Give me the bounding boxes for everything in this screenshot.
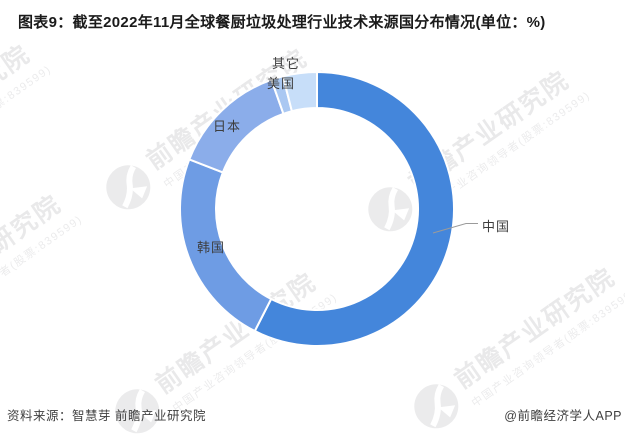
credit-note: @前瞻经济学人APP [504,409,622,423]
label-china: 中国 [482,219,511,234]
leader-line-china [432,223,478,234]
label-japan: 日本 [213,119,242,134]
donut-segment-korea [179,158,273,333]
chart-title: 图表9：截至2022年11月全球餐厨垃圾处理行业技术来源国分布情况(单位：%) [18,14,546,31]
label-other: 其它 [272,56,301,71]
label-korea: 韩国 [197,240,226,255]
donut-segment-other [281,70,318,113]
source-note: 资料来源：智慧芽 前瞻产业研究院 [7,409,206,423]
label-usa: 美国 [267,76,296,91]
donut-segment-china [253,70,455,347]
